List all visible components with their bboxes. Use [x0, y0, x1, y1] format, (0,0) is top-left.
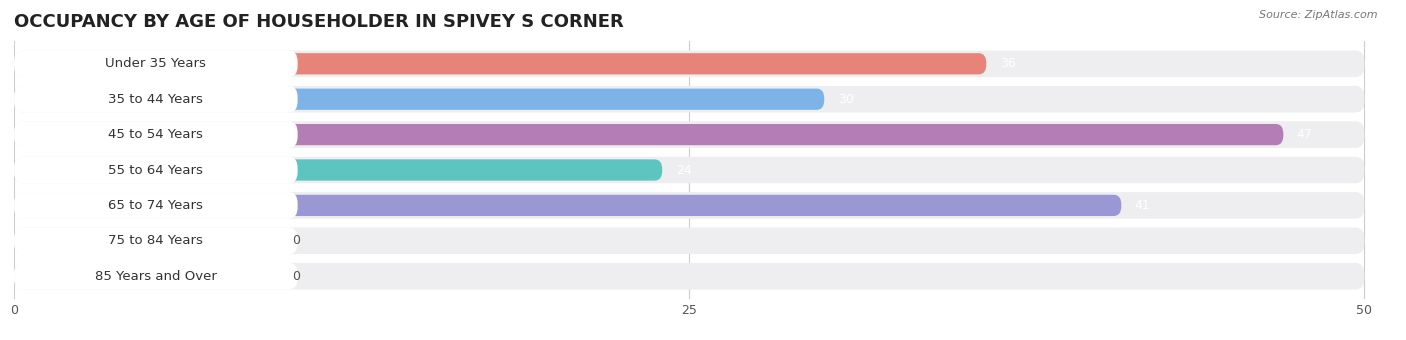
- Text: 41: 41: [1135, 199, 1150, 212]
- FancyBboxPatch shape: [14, 86, 298, 113]
- FancyBboxPatch shape: [14, 227, 298, 254]
- Text: 75 to 84 Years: 75 to 84 Years: [108, 234, 204, 247]
- FancyBboxPatch shape: [14, 157, 1364, 183]
- FancyBboxPatch shape: [14, 192, 298, 219]
- Text: 0: 0: [292, 234, 301, 247]
- FancyBboxPatch shape: [14, 121, 1364, 148]
- FancyBboxPatch shape: [14, 124, 1284, 145]
- Text: 36: 36: [1000, 57, 1015, 70]
- FancyBboxPatch shape: [14, 227, 1364, 254]
- FancyBboxPatch shape: [14, 195, 1122, 216]
- Text: 55 to 64 Years: 55 to 64 Years: [108, 164, 204, 176]
- Text: 35 to 44 Years: 35 to 44 Years: [108, 93, 204, 106]
- Text: Under 35 Years: Under 35 Years: [105, 57, 207, 70]
- FancyBboxPatch shape: [14, 53, 986, 74]
- FancyBboxPatch shape: [14, 51, 1364, 77]
- FancyBboxPatch shape: [14, 157, 298, 183]
- FancyBboxPatch shape: [14, 263, 1364, 289]
- FancyBboxPatch shape: [14, 230, 270, 251]
- Text: 47: 47: [1296, 128, 1313, 141]
- FancyBboxPatch shape: [14, 89, 824, 110]
- Text: Source: ZipAtlas.com: Source: ZipAtlas.com: [1260, 10, 1378, 20]
- Text: 65 to 74 Years: 65 to 74 Years: [108, 199, 204, 212]
- FancyBboxPatch shape: [14, 121, 298, 148]
- FancyBboxPatch shape: [14, 159, 662, 181]
- FancyBboxPatch shape: [14, 263, 298, 289]
- Text: 24: 24: [676, 164, 692, 176]
- FancyBboxPatch shape: [14, 266, 270, 287]
- Text: 85 Years and Over: 85 Years and Over: [96, 270, 217, 283]
- Text: 30: 30: [838, 93, 853, 106]
- FancyBboxPatch shape: [14, 192, 1364, 219]
- Text: OCCUPANCY BY AGE OF HOUSEHOLDER IN SPIVEY S CORNER: OCCUPANCY BY AGE OF HOUSEHOLDER IN SPIVE…: [14, 13, 624, 31]
- FancyBboxPatch shape: [14, 51, 298, 77]
- Text: 0: 0: [292, 270, 301, 283]
- FancyBboxPatch shape: [14, 86, 1364, 113]
- Text: 45 to 54 Years: 45 to 54 Years: [108, 128, 204, 141]
